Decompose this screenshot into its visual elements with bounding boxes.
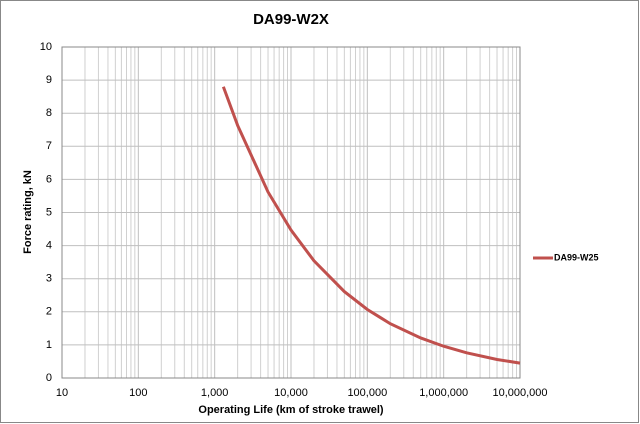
y-tick-label: 2 <box>46 306 52 318</box>
y-axis-label: Force rating, kN <box>22 170 34 254</box>
plot-area <box>61 46 521 379</box>
y-tick-label: 8 <box>46 107 52 119</box>
y-tick-label: 7 <box>46 140 52 152</box>
y-tick-label: 1 <box>46 339 52 351</box>
legend-label: DA99-W25 <box>554 252 599 262</box>
x-tick-label: 10 <box>56 387 68 399</box>
x-tick-label: 1,000,000 <box>419 387 468 399</box>
x-tick-label: 10,000,000 <box>492 387 547 399</box>
y-tick-label: 10 <box>40 41 52 53</box>
x-tick-label: 1,000 <box>201 387 229 399</box>
x-tick-label: 100 <box>129 387 147 399</box>
y-tick-label: 6 <box>46 173 52 185</box>
x-tick-label: 100,000 <box>347 387 387 399</box>
chart-title: DA99-W2X <box>253 11 329 28</box>
data-line <box>221 86 521 365</box>
y-tick-label: 5 <box>46 206 52 218</box>
y-tick-label: 9 <box>46 74 52 86</box>
y-tick-label: 4 <box>46 240 52 252</box>
y-tick-label: 0 <box>46 372 52 384</box>
x-axis-label: Operating Life (km of stroke trawel) <box>198 404 384 416</box>
y-tick-label: 3 <box>46 273 52 285</box>
x-tick-label: 10,000 <box>274 387 308 399</box>
